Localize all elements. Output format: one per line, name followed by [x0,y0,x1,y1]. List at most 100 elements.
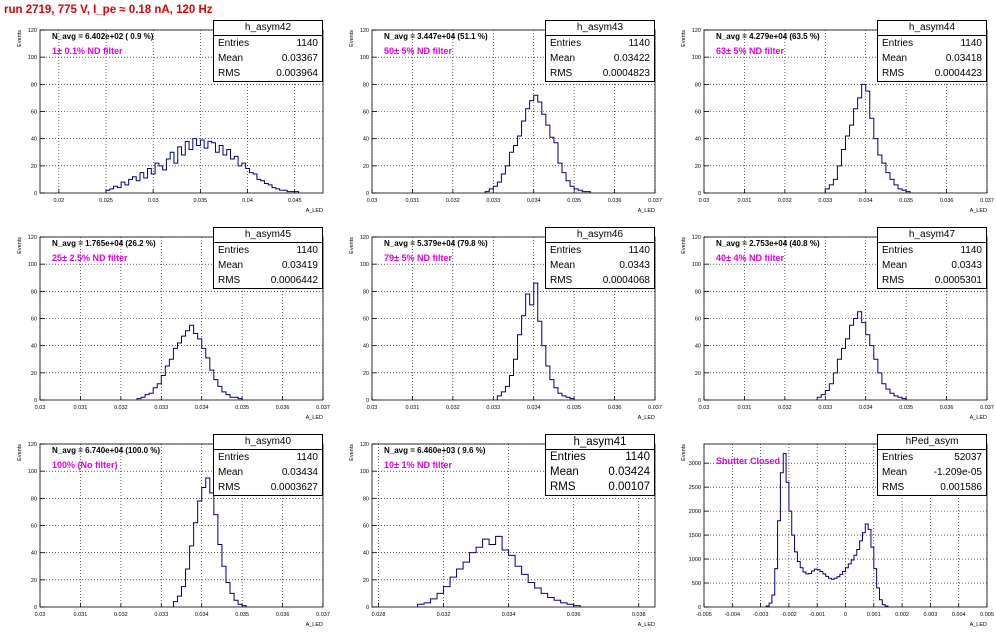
filter-label: 63± 5% ND filter [716,46,784,56]
stats-row-rms: RMS 0.0004068 [546,273,654,288]
filter-label: 40± 4% ND filter [716,253,784,263]
y-tick-label: 120 [360,28,369,34]
stats-label: Mean [218,467,244,478]
x-tick-label: 0.034 [502,612,516,618]
histogram-plot: 0.03 0.031 0.032 0.033 0.034 0.035 0.036 0.037 0… [17,442,330,628]
stats-label: RMS [550,68,573,79]
x-tick-label: 0.037 [316,612,330,618]
histogram-panel-h_asym46: 0.03 0.031 0.032 0.033 0.034 0.035 0.036 0.037 0… [332,221,664,428]
stats-value: 0.0003627 [270,482,318,493]
x-tick-label: 0.031 [74,612,88,618]
x-tick-label: 0.038 [632,612,646,618]
navg-label: N_avg = 3.447e+04 (51.1 %) [384,32,488,41]
x-tick-label: 0.036 [940,198,954,204]
stats-value: 1140 [296,38,318,49]
plot-frame [39,236,324,401]
y-axis-title: Events [349,237,355,254]
x-axis-title: A_LED [638,208,655,214]
stats-row-rms: RMS 0.001586 [878,480,986,495]
x-tick-label: 0.005 [980,612,994,618]
y-tick-label: 100 [360,469,369,475]
y-tick-label: 1000 [689,557,701,563]
x-tick-label: 0.034 [195,612,209,618]
x-tick-label: 0.035 [193,198,207,204]
y-tick-label: 60 [363,317,369,323]
x-tick-label: 0.031 [738,198,752,204]
y-tick-label: 20 [363,164,369,170]
stats-row-entries: Entries 1140 [214,36,322,51]
stats-box: h_asym44 Entries 1140 Mean 0.03418 RMS 0.00044… [877,20,987,82]
stats-row-mean: Mean 0.0343 [878,258,986,273]
x-tick-label: 0.037 [980,198,994,204]
stats-box: h_asym42 Entries 1140 Mean 0.03367 RMS 0.00396… [213,20,323,82]
stats-row-rms: RMS 0.0003627 [214,480,322,495]
y-tick-label: 60 [31,110,37,116]
stats-value: 0.001586 [940,482,982,493]
stats-box: h_asym43 Entries 1140 Mean 0.03422 RMS 0.00048… [545,20,655,82]
stats-value: 0.0343 [619,260,650,271]
x-tick-label: -0.002 [781,612,797,618]
y-tick-label: 20 [31,164,37,170]
filter-label: 100% (No filter) [52,460,118,470]
y-tick-label: 120 [360,235,369,241]
x-tick-label: 0.032 [114,612,128,618]
x-tick-label: 0.004 [952,612,966,618]
y-tick-label: 100 [28,469,37,475]
y-tick-label: 0 [34,191,37,197]
stats-value: 0.0004423 [934,68,982,79]
x-tick-label: 0.033 [154,612,168,618]
stats-value: 0.0005301 [934,275,982,286]
x-tick-label: 0.036 [608,405,622,411]
filter-label: 1± 0.1% ND filter [52,46,123,56]
histogram-name: h_asym43 [546,21,654,36]
stats-row-mean: Mean 0.03419 [214,258,322,273]
stats-box: h_asym45 Entries 1140 Mean 0.03419 RMS 0.00064… [213,227,323,289]
x-tick-label: 0.035 [235,612,249,618]
stats-box: h_asym40 Entries 1140 Mean 0.03434 RMS 0.00036… [213,434,323,496]
stats-label: Mean [218,260,244,271]
x-tick-label: 0.034 [859,198,873,204]
stats-value: 1140 [625,451,650,463]
stats-row-mean: Mean -1.209e-05 [878,465,986,480]
stats-row-entries: Entries 1140 [546,450,654,465]
x-axis-title: A_LED [970,622,987,628]
y-axis-title: Events [349,30,355,47]
histogram-series [824,83,911,193]
y-tick-label: 120 [28,235,37,241]
y-tick-label: 0 [698,605,701,611]
x-tick-label: 0.001 [867,612,881,618]
y-tick-label: 100 [692,55,701,61]
x-tick-label: 0.03 [367,198,378,204]
x-tick-label: 0.03 [699,198,710,204]
stats-row-rms: RMS 0.00107 [546,480,654,495]
histogram-series [172,477,247,607]
y-axis-title: Events [17,237,23,254]
x-axis-title: A_LED [306,415,323,421]
x-tick-label: 0.034 [527,405,541,411]
y-tick-label: 20 [695,164,701,170]
x-tick-label: -0.003 [753,612,769,618]
histogram-panel-h_asym45: 0.03 0.031 0.032 0.033 0.034 0.035 0.036 0.037 0… [0,221,332,428]
stats-value: 0.03434 [281,467,318,478]
x-tick-label: 0.03 [699,405,710,411]
x-tick-label: 0.031 [406,198,420,204]
histogram-name: h_asym44 [878,21,986,36]
y-tick-label: 80 [695,82,701,88]
histogram-series [765,453,889,607]
histogram-series [496,282,575,400]
stats-label: RMS [882,68,905,79]
stats-label: Entries [550,451,586,463]
navg-label: N_avg = 5.379e+04 (79.8 %) [384,239,488,248]
x-tick-label: 0.032 [437,612,451,618]
stats-value: 1140 [960,38,982,49]
x-tick-label: 0.034 [195,405,209,411]
x-tick-label: -0.005 [696,612,712,618]
y-tick-label: 2000 [689,509,701,515]
stats-value: 0.03367 [281,53,318,64]
histogram-name: h_asym46 [546,228,654,243]
x-tick-label: 0.037 [316,405,330,411]
x-tick-label: 0.035 [235,405,249,411]
y-axis-title: Events [17,444,23,461]
x-tick-label: 0.036 [276,405,290,411]
y-tick-label: 20 [363,578,369,584]
